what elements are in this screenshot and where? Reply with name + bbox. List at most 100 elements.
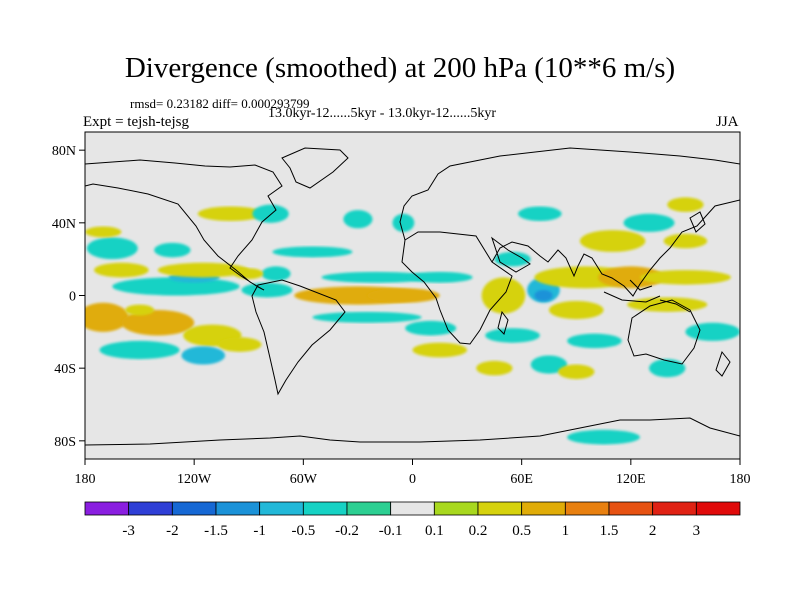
divergence-field (85, 197, 740, 445)
colorbar-label-3: -1 (253, 523, 266, 539)
anomaly-cell-31 (534, 290, 553, 301)
anomaly-cell-10 (157, 262, 249, 278)
x-tick-label-5: 120E (616, 472, 646, 487)
colorbar-label-11: 1.5 (600, 523, 619, 539)
anomaly-cell-6 (125, 304, 155, 316)
colorbar-swatch-9 (477, 501, 523, 516)
y-tick-label-0: 80N (52, 144, 76, 159)
x-tick-label-2: 60W (290, 472, 318, 487)
anomaly-cell-41 (485, 328, 540, 343)
colorbar-swatch-1 (128, 501, 173, 516)
anomaly-cell-14 (85, 226, 122, 238)
africa-coast (401, 231, 513, 345)
colorbar-swatch-5 (302, 501, 348, 516)
colorbar-label-1: -2 (166, 523, 179, 539)
anomaly-cell-26 (405, 320, 457, 336)
eurasia-coast (399, 147, 740, 297)
anomaly-cell-47 (476, 360, 513, 376)
colorbar-swatch-2 (171, 501, 217, 516)
colorbar-swatch-14 (695, 501, 741, 516)
x-tick-label-4: 60E (510, 472, 533, 487)
anomaly-cell-24 (321, 271, 431, 283)
colorbar-label-13: 3 (693, 523, 701, 539)
anomaly-cell-39 (663, 233, 708, 249)
colorbar: -3 -2 -1.5 -1 -0.5 -0.2 -0.1 0.1 0.2 0.5 1 1.5 2 3 (84, 501, 741, 539)
south-america-coast (251, 279, 346, 396)
anomaly-cell-42 (567, 333, 622, 349)
x-tick-label-3: 0 (409, 472, 416, 487)
colorbar-label-5: -0.2 (335, 523, 359, 539)
japan-coast (689, 211, 706, 233)
colorbar-label-6: -0.1 (379, 523, 403, 539)
colorbar-label-4: -0.5 (291, 523, 315, 539)
colorbar-label-10: 1 (562, 523, 570, 539)
anomaly-cell-9 (241, 282, 293, 298)
anomaly-cell-1 (121, 310, 195, 336)
colorbar-swatch-8 (433, 501, 479, 516)
y-tick-label-3: 40S (54, 362, 76, 377)
anomaly-cell-23 (367, 288, 440, 303)
anomaly-cell-44 (649, 359, 686, 378)
experiment-label: Expt = tejsh-tejsg (83, 114, 189, 130)
colorbar-swatch-7 (390, 501, 435, 516)
anomaly-cell-19 (272, 246, 353, 258)
anomaly-cell-13 (154, 242, 191, 258)
colorbar-label-0: -3 (122, 523, 135, 539)
colorbar-swatch-4 (259, 501, 304, 516)
y-tick-label-1: 40N (52, 217, 76, 232)
anomaly-cell-4 (99, 340, 180, 360)
colorbar-swatch-11 (564, 501, 610, 516)
anomaly-cell-16 (252, 204, 289, 223)
anomaly-cell-34 (598, 266, 664, 289)
chart-title: Divergence (smoothed) at 200 hPa (10**6 … (124, 52, 676, 84)
colorbar-label-2: -1.5 (204, 523, 228, 539)
anomaly-cell-36 (627, 297, 708, 312)
colorbar-swatch-13 (652, 501, 697, 516)
arabia-coast (491, 236, 531, 273)
anomaly-cell-48 (494, 251, 531, 267)
anomaly-cell-43 (685, 322, 740, 341)
colorbar-swatch-10 (521, 501, 566, 516)
colorbar-swatch-0 (84, 501, 130, 516)
australia-coast (627, 299, 701, 365)
anomaly-cell-0 (85, 302, 129, 332)
anomaly-cell-20 (261, 266, 291, 281)
anomaly-cell-12 (86, 237, 138, 260)
anomaly-cell-40 (518, 206, 562, 222)
anomaly-cell-11 (94, 262, 149, 278)
anomaly-cell-28 (412, 342, 468, 358)
x-tick-label-1: 120W (177, 472, 212, 487)
colorbar-swatch-6 (346, 501, 392, 516)
axis-ticks: 180 120W 60W 0 60E 120E 180 80N 40N 0 40S 80S (52, 144, 751, 487)
north-america-coast (85, 159, 283, 291)
antarctica-coast (85, 417, 740, 446)
rmsd-stats: rmsd= 0.23182 diff= 0.000293799 (130, 96, 310, 111)
x-tick-label-6: 180 (730, 472, 751, 487)
anomaly-cell-25 (312, 311, 422, 323)
anomaly-cell-27 (407, 271, 473, 283)
anomaly-cell-45 (530, 355, 568, 374)
anomaly-cell-3 (217, 337, 262, 352)
anomaly-cell-35 (639, 270, 731, 285)
anomaly-cell-38 (623, 213, 675, 232)
anomaly-cell-5 (181, 346, 226, 365)
x-tick-label-0: 180 (75, 472, 96, 487)
y-tick-label-2: 0 (69, 290, 76, 305)
anomaly-cell-46 (558, 364, 595, 380)
anomaly-cell-37 (579, 230, 646, 252)
anomaly-cell-17 (343, 210, 373, 229)
anomaly-cell-15 (197, 206, 264, 222)
colorbar-swatch-12 (608, 501, 654, 516)
coastlines (85, 147, 740, 446)
anomaly-cell-18 (392, 213, 415, 232)
season-label: JJA (716, 114, 739, 130)
colorbar-swatch-3 (215, 501, 261, 516)
anomaly-cell-50 (567, 429, 640, 445)
madagascar-coast (497, 310, 509, 335)
greenland-coast (281, 147, 349, 189)
colorbar-label-8: 0.2 (469, 523, 488, 539)
anomaly-cell-32 (548, 300, 604, 320)
colorbar-label-7: 0.1 (425, 523, 444, 539)
period-label: 13.0kyr-12......5kyr - 13.0kyr-12......5… (268, 106, 497, 121)
